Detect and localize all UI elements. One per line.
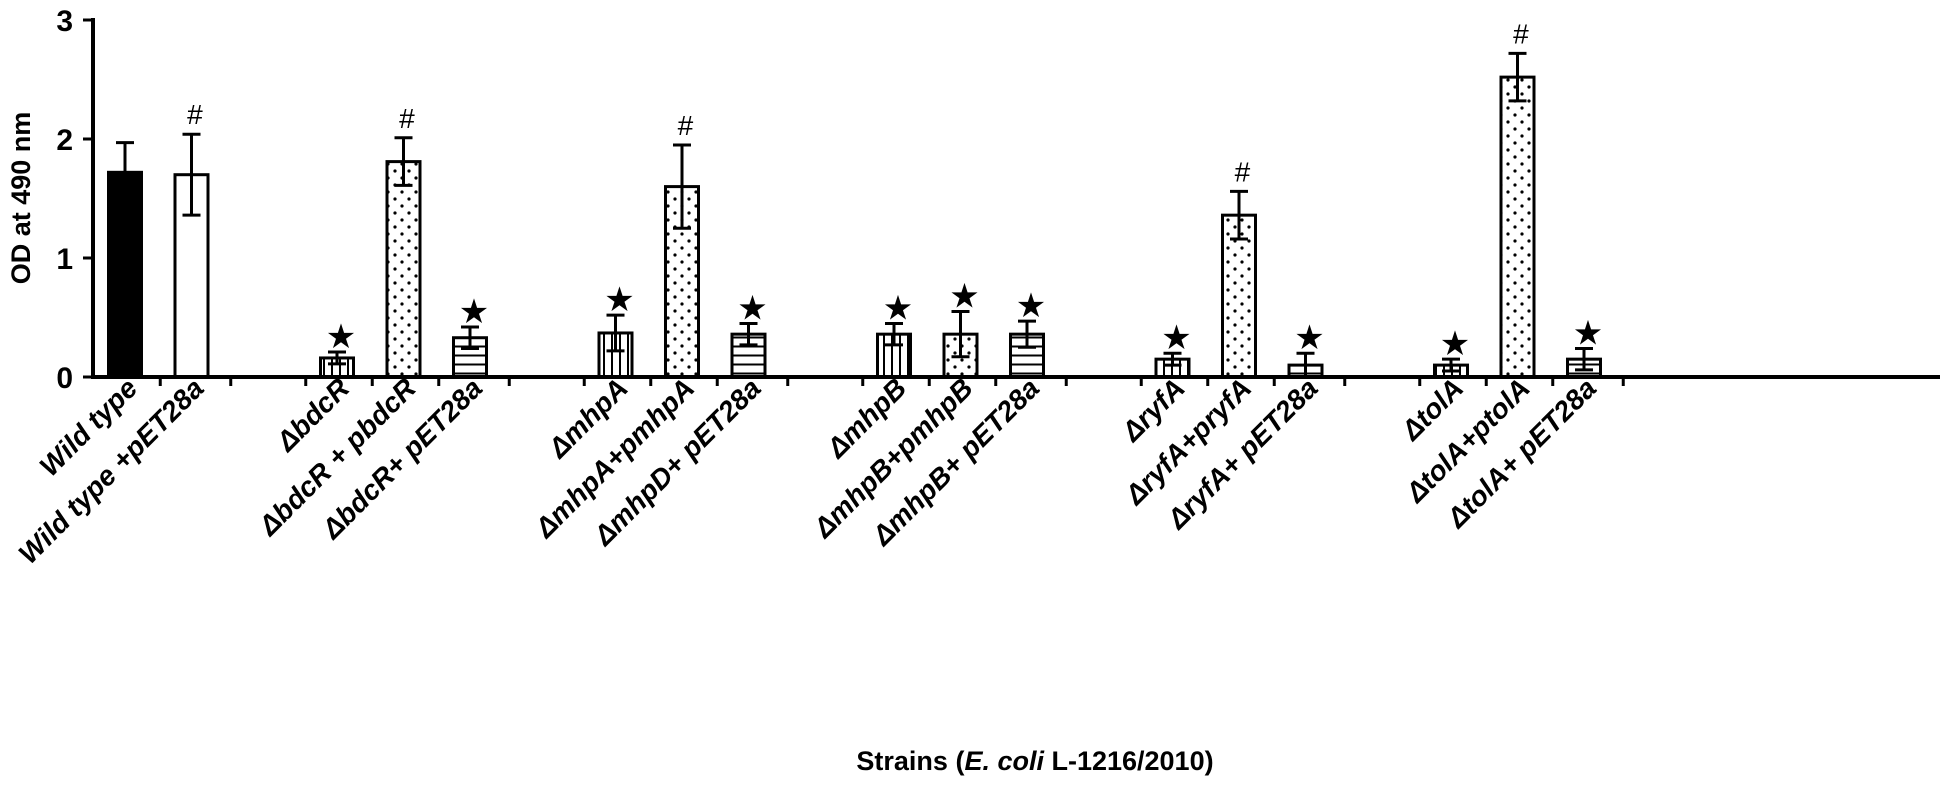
y-tick-label: 1 [56, 243, 73, 276]
significance-star: ★ [737, 288, 767, 328]
x-axis-label-species: E. coli [964, 746, 1044, 776]
significance-hash: # [1234, 156, 1250, 187]
y-tick-label: 0 [56, 362, 73, 395]
bar [1499, 75, 1536, 379]
significance-star: ★ [1573, 313, 1603, 353]
significance-hash: # [677, 110, 693, 141]
significance-star: ★ [883, 288, 913, 328]
y-axis-ticks: 0 1 2 3 [56, 5, 93, 395]
significance-star: ★ [326, 317, 356, 357]
y-tick-label: 3 [56, 5, 73, 38]
significance-hash: # [399, 103, 415, 134]
y-axis-label: OD at 490 nm [6, 112, 36, 285]
bar [107, 170, 143, 379]
bar [385, 160, 422, 379]
significance-hash: # [1513, 18, 1529, 49]
significance-star: ★ [604, 280, 634, 320]
x-axis-label-prefix: Strains ( [856, 746, 964, 776]
x-axis-label: Strains (E. coli L-1216/2010) [856, 746, 1213, 776]
significance-star: ★ [1440, 324, 1470, 364]
bars-layer: # ★ # ★ ★ # ★ ★ ★ ★ ★ # ★ ★ # ★ [107, 18, 1603, 379]
significance-star: ★ [1016, 286, 1046, 326]
y-tick-label: 2 [56, 124, 73, 157]
significance-star: ★ [1294, 318, 1324, 358]
significance-star: ★ [1161, 318, 1191, 358]
significance-hash: # [187, 99, 203, 130]
significance-star: ★ [459, 292, 489, 332]
significance-star: ★ [949, 277, 979, 317]
x-axis-label-suffix: L-1216/2010) [1044, 746, 1214, 776]
